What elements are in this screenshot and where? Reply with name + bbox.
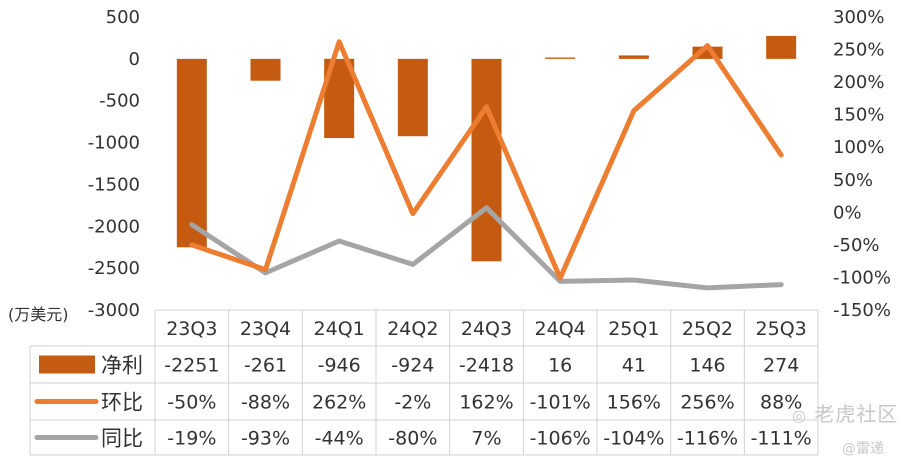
data-cell: -88% (241, 392, 290, 414)
data-cell: 162% (459, 392, 513, 414)
data-cell: -946 (318, 355, 361, 377)
right-axis-tick-label: 50% (833, 170, 873, 191)
left-axis-tick-label: -1000 (88, 133, 140, 154)
data-cell: 146 (689, 355, 725, 377)
net-profit-bar (545, 57, 576, 59)
right-axis-tick-label: 300% (833, 7, 884, 28)
left-axis-tick-label: -2000 (88, 216, 140, 237)
watermark-brand-text: 老虎社区 (814, 402, 899, 426)
category-label: 24Q4 (535, 318, 586, 340)
left-axis-tick-label: -1500 (88, 174, 140, 195)
category-label: 24Q3 (461, 318, 512, 340)
net-profit-bar (471, 58, 502, 262)
net-profit-bar (397, 58, 428, 137)
data-cell: -101% (530, 392, 591, 414)
data-cell: 156% (607, 392, 661, 414)
data-cell: 274 (763, 355, 799, 377)
data-cell: 41 (622, 355, 646, 377)
net-profit-bar (250, 58, 281, 81)
data-cell: -80% (388, 428, 437, 450)
yoy-line (189, 205, 784, 291)
legend-label: 净利 (101, 354, 143, 378)
watermark-brand: ◎ 老虎社区 (792, 398, 898, 427)
data-cell: 88% (760, 392, 802, 414)
right-axis-tick-label: 250% (833, 40, 884, 61)
data-cell: -50% (167, 392, 216, 414)
data-cell: -924 (391, 355, 434, 377)
net-profit-bar (176, 58, 207, 248)
legend-label: 同比 (101, 427, 143, 451)
legend-key-bar (39, 355, 95, 374)
unit-label: (万美元) (8, 305, 69, 324)
right-axis-tick-label: -50% (833, 235, 880, 256)
data-cell: 7% (471, 428, 501, 450)
tiger-logo-icon: ◎ (792, 406, 807, 425)
data-cell: -19% (167, 428, 216, 450)
net-profit-bar (766, 35, 797, 59)
right-axis-tick-label: 0% (833, 202, 862, 223)
data-cell: -93% (241, 428, 290, 450)
category-label: 24Q1 (314, 318, 365, 340)
category-label: 23Q4 (240, 318, 291, 340)
category-label: 25Q1 (608, 318, 659, 340)
left-axis-tick-label: 0 (129, 49, 140, 70)
left-axis-tick-label: -3000 (88, 300, 140, 321)
category-label: 25Q3 (756, 318, 807, 340)
right-axis-tick-label: 200% (833, 72, 884, 93)
data-cell: 16 (548, 355, 572, 377)
data-cell: -2% (394, 392, 431, 414)
data-cell: -2418 (459, 355, 514, 377)
right-axis-tick-label: -100% (833, 267, 891, 288)
legend-label: 环比 (101, 391, 143, 415)
net-profit-bar (618, 55, 649, 59)
category-label: 23Q3 (166, 318, 217, 340)
watermark-author: @雷递 (842, 441, 884, 457)
right-axis-tick-label: 100% (833, 137, 884, 158)
data-cell: 256% (680, 392, 734, 414)
category-label: 24Q2 (387, 318, 438, 340)
data-cell: -111% (751, 428, 812, 450)
data-cell: -261 (244, 355, 287, 377)
right-axis-tick-label: 150% (833, 105, 884, 126)
category-label: 25Q2 (682, 318, 733, 340)
data-cell: 262% (312, 392, 366, 414)
data-cell: -104% (603, 428, 664, 450)
left-axis-tick-label: 500 (106, 7, 140, 28)
left-axis-tick-label: -500 (99, 91, 140, 112)
data-cell: -2251 (164, 355, 219, 377)
data-cell: -106% (530, 428, 591, 450)
data-cell: -44% (315, 428, 364, 450)
left-axis-tick-label: -2500 (88, 258, 140, 279)
qoq-line (189, 39, 784, 281)
right-axis-tick-label: -150% (833, 300, 891, 321)
data-cell: -116% (677, 428, 738, 450)
